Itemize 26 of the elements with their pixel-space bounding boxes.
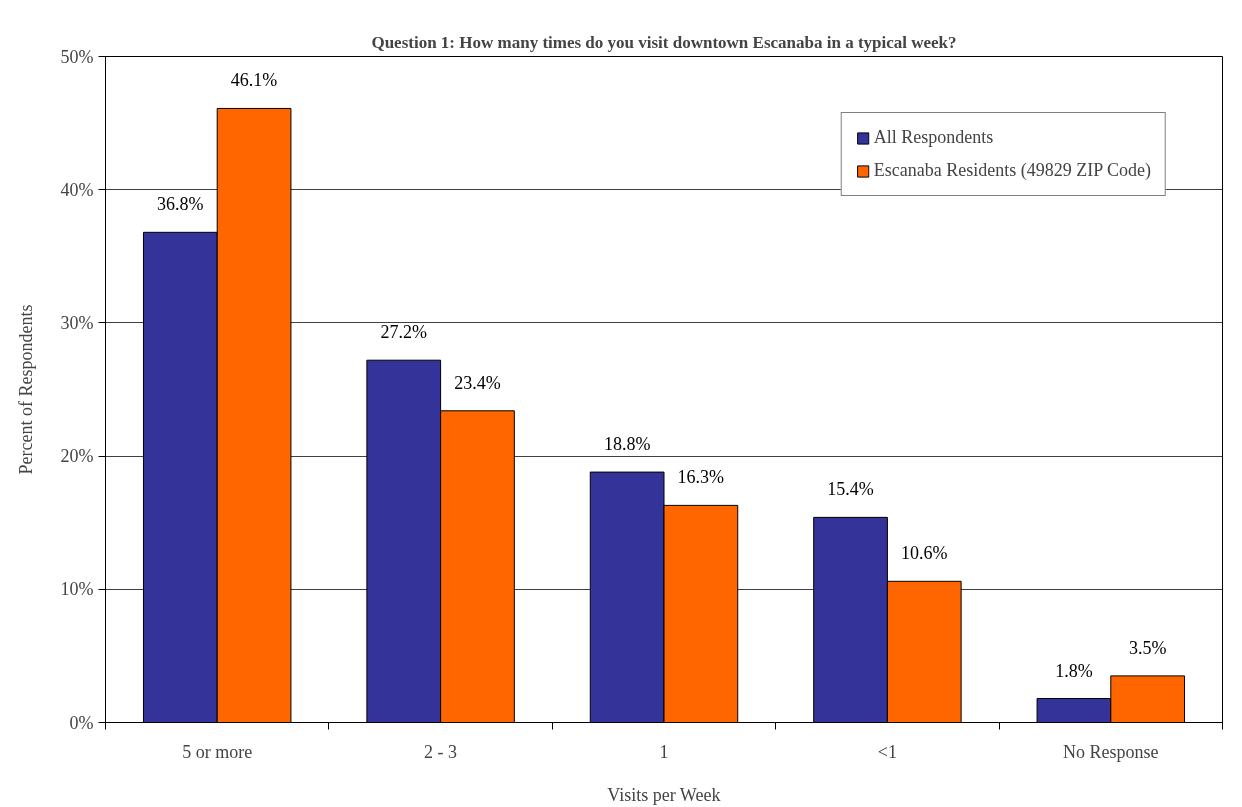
y-tick-label: 20% [60, 446, 94, 467]
data-label: 18.8% [603, 434, 651, 455]
x-tick-label: <1 [877, 741, 897, 762]
data-label: 15.4% [827, 479, 874, 500]
legend-label: Escanaba Residents (49829 ZIP Code) [873, 160, 1151, 181]
data-label: 27.2% [380, 322, 427, 343]
data-label: 46.1% [230, 70, 278, 91]
y-axis-title: Percent of Respondents [15, 304, 36, 475]
x-tick-label: 5 or more [182, 741, 253, 762]
data-label: 1.8% [1055, 660, 1093, 681]
y-tick-label: 40% [60, 179, 94, 200]
data-label: 16.3% [677, 467, 725, 488]
y-tick-label: 50% [60, 46, 94, 67]
data-label: 10.6% [901, 543, 948, 564]
x-axis-title: Visits per Week [607, 784, 721, 805]
y-tick-label: 0% [69, 712, 94, 733]
x-tick-label: 1 [659, 741, 669, 762]
data-label: 3.5% [1128, 637, 1167, 658]
y-tick-label: 10% [60, 579, 94, 600]
chart-title: Question 1: How many times do you visit downtown Escanaba in a typical week? [371, 32, 957, 52]
x-tick-label: No Response [1063, 741, 1159, 762]
y-tick-label: 30% [60, 312, 94, 333]
legend-label: All Respondents [873, 127, 994, 148]
data-label: 36.8% [157, 194, 204, 215]
x-tick-label: 2 - 3 [424, 741, 458, 762]
data-label: 23.4% [454, 372, 501, 393]
